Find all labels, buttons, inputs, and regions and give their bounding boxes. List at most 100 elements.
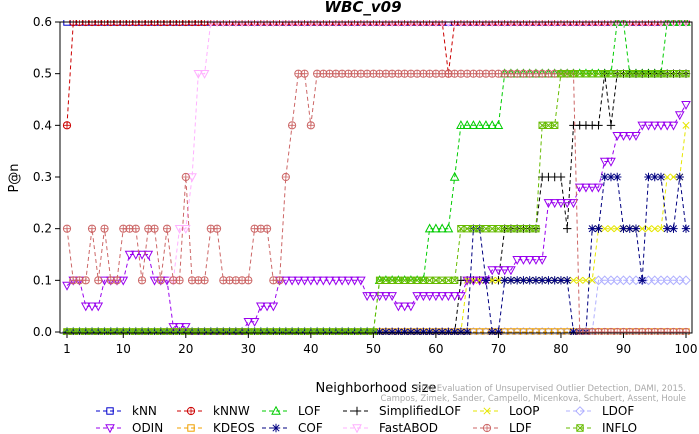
x-tick-label: 70 [491, 342, 506, 356]
point-inflo [682, 69, 690, 78]
point-cof [456, 327, 466, 335]
point-ldf [181, 172, 190, 182]
legend: kNN kNNW LOF SimplifiedLOF LoOP LDOF ODIN KDEOS… [96, 404, 637, 434]
legend-label: ODIN [132, 421, 163, 434]
point-lof [481, 120, 491, 130]
point-ldf [175, 276, 184, 285]
point-odin [337, 276, 347, 286]
point-odin [643, 121, 654, 131]
y-tick-label: 0.3 [33, 170, 52, 184]
point-odin [93, 302, 104, 312]
point-cof [500, 276, 509, 285]
point-cof [462, 327, 472, 335]
series-ldf [62, 69, 691, 335]
point-odin [149, 276, 160, 286]
point-lof [462, 120, 473, 130]
point-simplifiedlof [606, 121, 616, 130]
legend-label: LDF [509, 421, 532, 434]
point-cof [531, 276, 541, 285]
point-odin [318, 276, 329, 286]
point-odin [162, 276, 172, 286]
x-axis-label: Neighborhood size [316, 381, 437, 396]
point-simplifiedlof [563, 224, 572, 233]
legend-item-ldof: LDOF [566, 404, 634, 418]
point-loop [669, 173, 678, 181]
point-odin [287, 276, 297, 286]
point-cof [638, 276, 647, 285]
point-odin [293, 276, 304, 286]
legend-swatch-marker [352, 424, 362, 434]
x-tick-label: 90 [616, 342, 631, 356]
legend-label: INFLO [602, 421, 637, 434]
legend-swatch-marker [483, 407, 491, 415]
point-ldf [112, 276, 122, 285]
point-odin [581, 183, 591, 193]
point-cof [525, 276, 534, 285]
legend-swatch-marker [352, 406, 362, 416]
point-cof [556, 276, 566, 285]
point-odin [612, 131, 623, 141]
point-cof [512, 276, 522, 285]
y-tick-label: 0.5 [33, 67, 52, 81]
point-ldf [262, 224, 272, 233]
legend-label: LoOP [509, 404, 540, 418]
point-odin [499, 266, 510, 276]
y-tick-label: 0.2 [33, 222, 52, 236]
point-simplifiedlof [556, 172, 566, 182]
x-tick-label: 30 [241, 342, 256, 356]
point-odin [262, 302, 272, 312]
point-loop [569, 276, 578, 284]
point-odin [568, 199, 579, 209]
point-cof [656, 172, 666, 182]
point-loop [644, 225, 653, 233]
legend-item-kdeos: KDEOS [177, 421, 255, 434]
point-fastabod [187, 173, 197, 183]
point-cof [606, 172, 616, 182]
point-lof [431, 223, 441, 233]
point-odin [474, 276, 485, 286]
point-ldf [87, 224, 97, 233]
point-cof [394, 327, 403, 335]
point-fastabod [174, 224, 185, 234]
point-ldf [212, 224, 222, 233]
legend-item-knnw: kNNW [177, 404, 250, 418]
point-knnw [62, 121, 72, 130]
point-odin [80, 302, 91, 312]
point-odin [662, 121, 673, 131]
point-simplifiedlof [594, 121, 603, 130]
point-odin [368, 292, 379, 302]
y-tick-label: 0.4 [33, 118, 52, 132]
point-odin [437, 292, 447, 302]
point-loop [657, 225, 665, 233]
point-odin [255, 302, 266, 312]
point-odin [449, 292, 460, 302]
point-odin [537, 255, 548, 265]
point-cof [681, 224, 691, 233]
point-inflo [550, 121, 559, 130]
point-cof [569, 327, 578, 335]
point-lof [468, 120, 479, 130]
point-odin [531, 255, 541, 265]
point-loop [663, 173, 671, 181]
point-ldf [287, 121, 297, 130]
legend-swatch-marker [576, 424, 584, 432]
point-odin [393, 302, 404, 312]
chart-title: WBC_v09 [324, 0, 401, 16]
point-loop [476, 276, 484, 284]
point-odin [518, 255, 529, 265]
legend-label: FastABOD [379, 421, 438, 434]
point-odin [637, 121, 648, 131]
point-odin [624, 131, 635, 141]
legend-label: SimplifiedLOF [379, 404, 461, 418]
point-ldf [300, 69, 309, 78]
point-cof [487, 327, 497, 335]
point-cof [419, 327, 428, 335]
point-odin [312, 276, 322, 286]
point-odin [343, 276, 354, 286]
point-odin [418, 292, 429, 302]
point-fastabod [180, 224, 191, 234]
legend-swatch-marker [482, 423, 492, 433]
point-lof [493, 120, 504, 130]
point-cof [444, 327, 453, 335]
